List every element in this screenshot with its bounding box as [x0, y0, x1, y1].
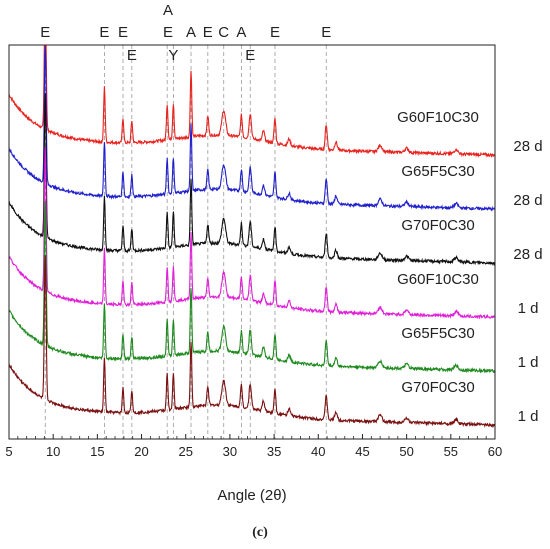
x-tick-label: 5	[5, 444, 12, 459]
figure-caption: (c)	[252, 525, 268, 540]
series-age-label: 28 d	[513, 138, 542, 155]
plot-frame	[8, 44, 496, 440]
series-line	[8, 201, 496, 374]
series-line	[8, 45, 496, 212]
x-tick-label: 25	[178, 444, 192, 459]
series-line	[8, 147, 496, 320]
phase-label: A	[236, 24, 246, 41]
x-tick-label: 60	[488, 444, 502, 459]
phase-label: E	[118, 24, 128, 41]
phase-label: E	[203, 24, 213, 41]
series-name-label: G65F5C30	[401, 325, 474, 342]
phase-label: E	[163, 24, 173, 41]
phase-label: Y	[168, 47, 178, 64]
x-tick-label: 50	[399, 444, 413, 459]
series-name-label: G70F0C30	[401, 217, 474, 234]
x-tick-label: 55	[444, 444, 458, 459]
phase-label: E	[127, 47, 137, 64]
series-age-label: 1 d	[518, 300, 539, 317]
series-name-label: G60F10C30	[397, 109, 479, 126]
phase-label: C	[218, 24, 229, 41]
series-name-label: G60F10C30	[397, 271, 479, 288]
series-age-label: 1 d	[518, 408, 539, 425]
series-labels: G60F10C30 28 d G65F5C30 28 d G70F0C30 28 d G60…	[397, 109, 542, 425]
series-name-label: G65F5C30	[401, 163, 474, 180]
phase-label: E	[40, 24, 50, 41]
axes	[8, 44, 496, 440]
series-age-label: 1 d	[518, 354, 539, 371]
series-line	[8, 45, 496, 159]
series-line	[8, 93, 496, 267]
x-tick-label: 40	[311, 444, 325, 459]
series-age-label: 28 d	[513, 246, 542, 263]
x-tick-label: 10	[46, 444, 60, 459]
phase-label: E	[245, 47, 255, 64]
x-tick-label: 45	[355, 444, 369, 459]
phase-label: A	[163, 2, 173, 19]
phase-label: E	[270, 24, 280, 41]
x-tick-label: 35	[267, 444, 281, 459]
series-name-label: G70F0C30	[401, 379, 474, 396]
x-axis-title: Angle (2θ)	[217, 487, 286, 504]
series-layer	[8, 45, 496, 429]
x-axis-ticks: 5 10 15 20 25 30 35 40 45 50 55 60	[5, 434, 502, 459]
phase-reference-lines	[44, 45, 327, 439]
x-tick-label: 20	[134, 444, 148, 459]
series-age-label: 28 d	[513, 192, 542, 209]
x-tick-label: 30	[223, 444, 237, 459]
phase-label: E	[321, 24, 331, 41]
series-line	[8, 255, 496, 429]
phase-label: E	[99, 24, 109, 41]
phase-label: A	[186, 24, 196, 41]
x-tick-label: 15	[90, 444, 104, 459]
